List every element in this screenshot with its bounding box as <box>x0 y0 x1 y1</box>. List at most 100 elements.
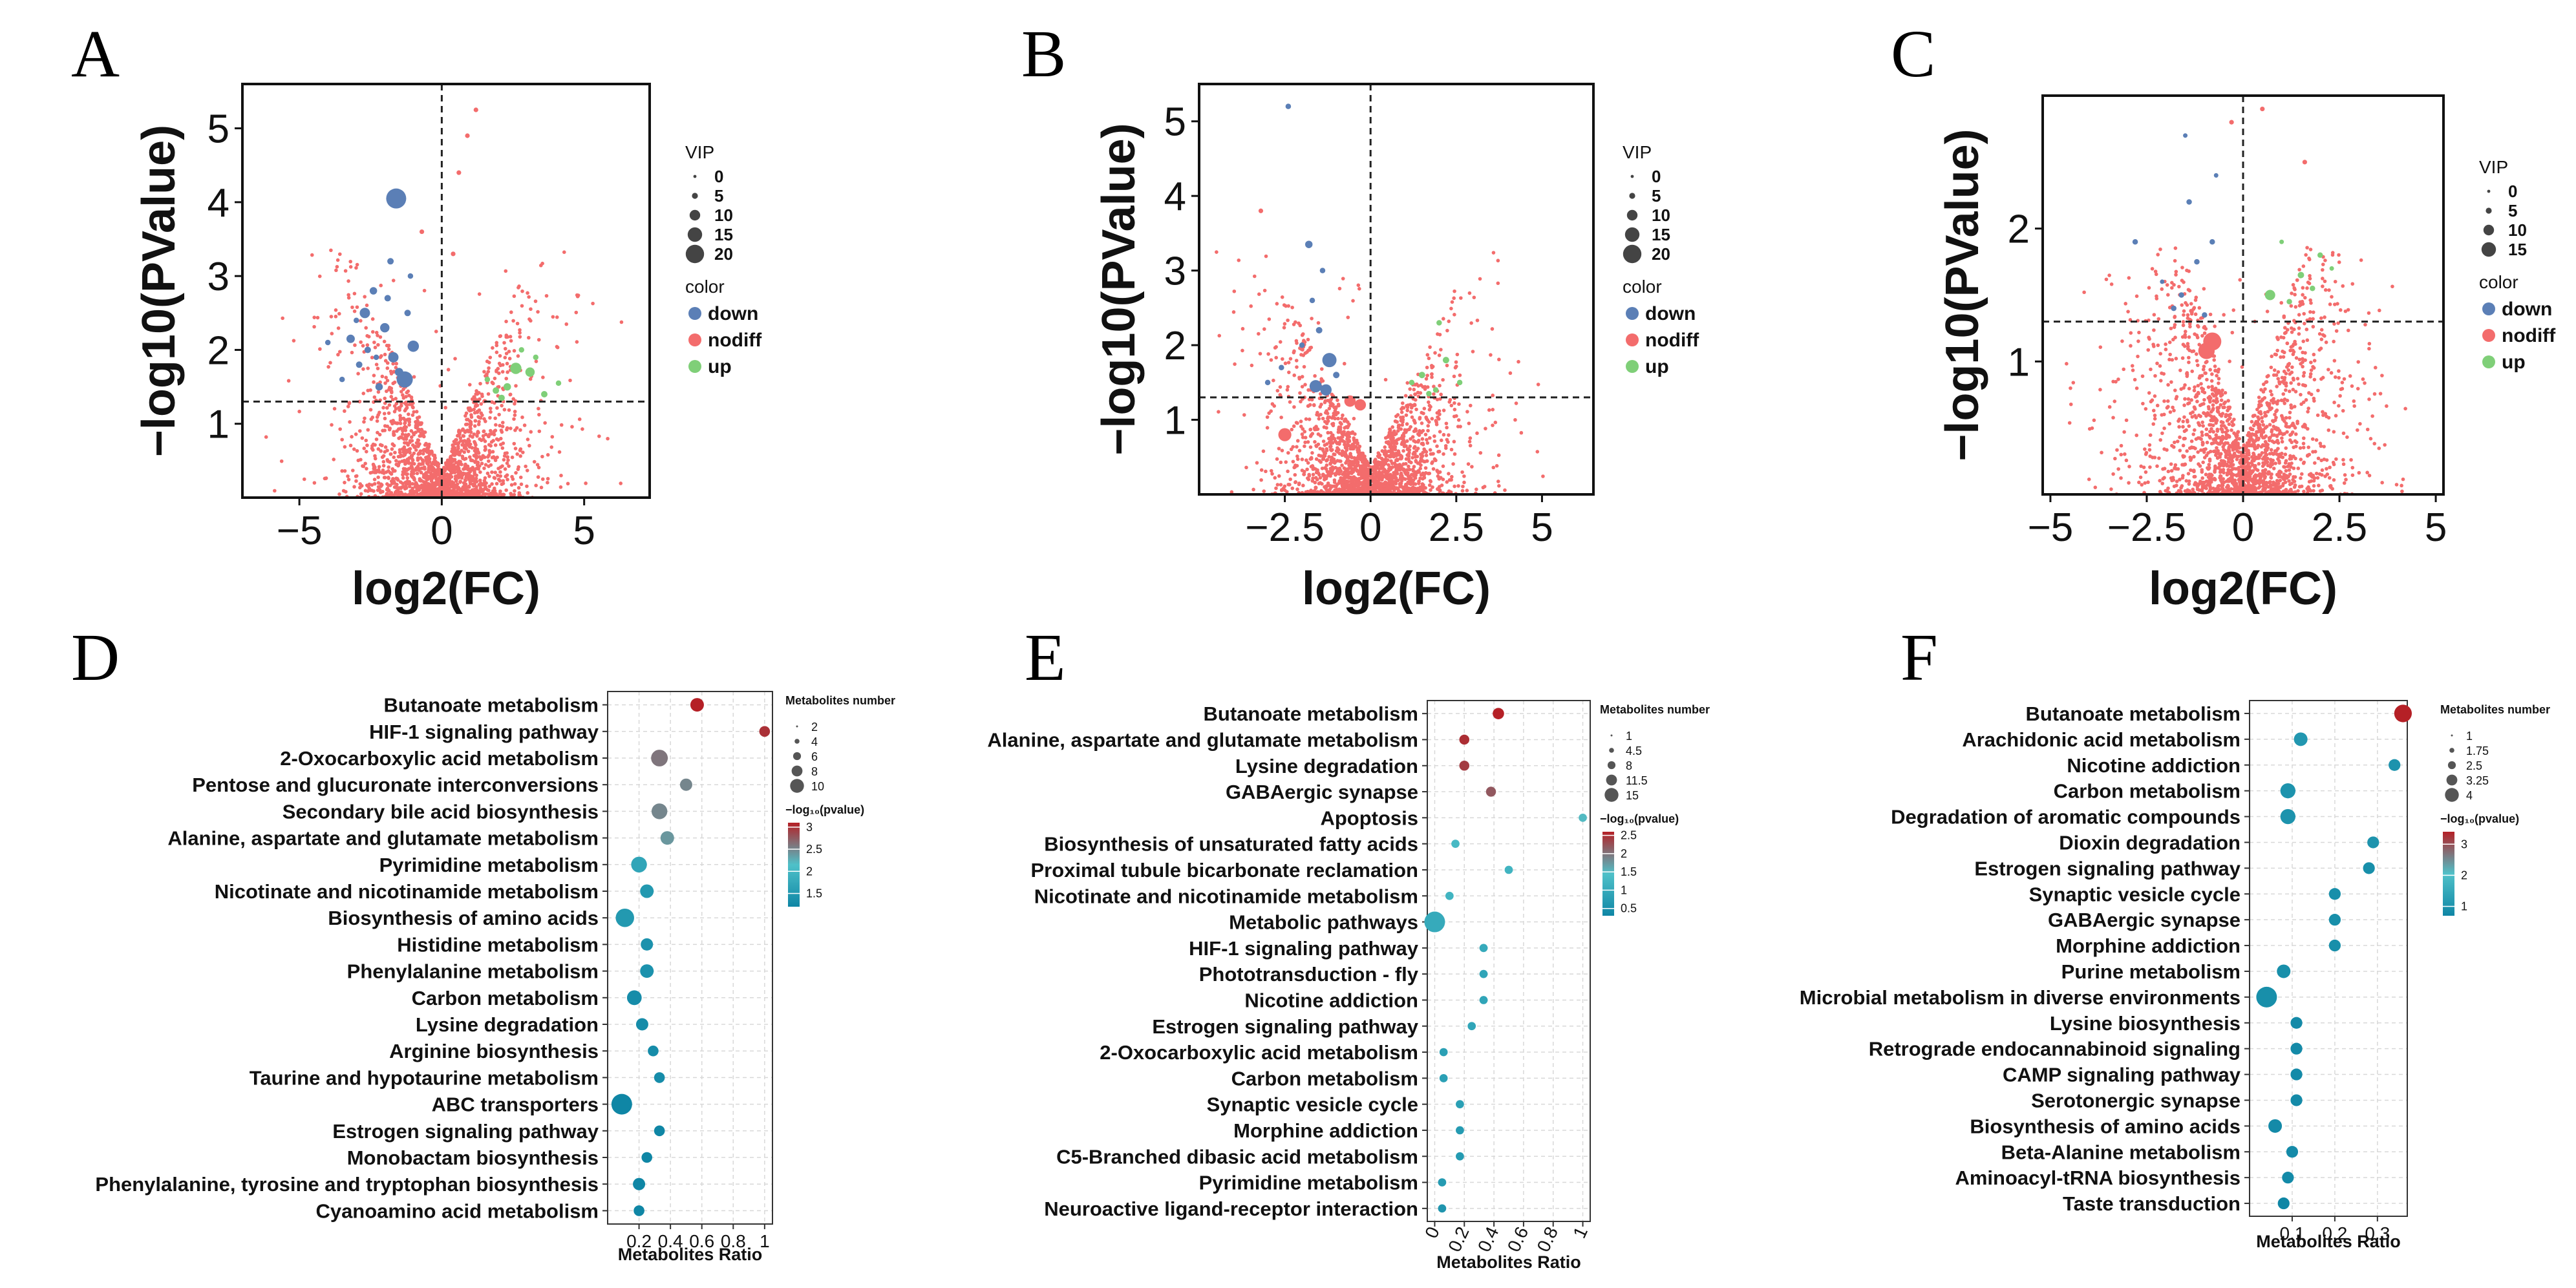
nodiff-point <box>467 470 471 475</box>
nodiff-point <box>1359 458 1363 461</box>
nodiff-point <box>2197 343 2202 347</box>
nodiff-point <box>1428 448 1432 452</box>
nodiff-point <box>1394 439 1398 443</box>
nodiff-point <box>2257 410 2261 414</box>
nodiff-point <box>381 406 385 410</box>
nodiff-point <box>383 396 387 401</box>
y-tick-label: 5 <box>1164 100 1186 145</box>
nodiff-point <box>385 366 390 370</box>
nodiff-point <box>1334 489 1339 493</box>
nodiff-point <box>2314 438 2319 442</box>
nodiff-point <box>1390 425 1395 429</box>
nodiff-point <box>1449 403 1454 408</box>
nodiff-point <box>419 229 425 235</box>
nodiff-point <box>1309 433 1314 437</box>
nodiff-point <box>1357 469 1362 474</box>
nodiff-point <box>407 423 411 427</box>
nodiff-point <box>543 421 547 425</box>
nodiff-point <box>2346 308 2350 312</box>
nodiff-point <box>368 408 373 412</box>
nodiff-point <box>512 294 516 299</box>
nodiff-point <box>1288 400 1292 404</box>
nodiff-point <box>513 413 517 417</box>
nodiff-point <box>1332 452 1336 456</box>
nodiff-point <box>2160 287 2164 291</box>
nodiff-point <box>1535 450 1540 454</box>
nodiff-point <box>1314 476 1318 480</box>
nodiff-point <box>2288 454 2292 458</box>
nodiff-point <box>447 467 451 472</box>
nodiff-point <box>1423 470 1428 475</box>
nodiff-point <box>380 374 385 379</box>
nodiff-point <box>472 476 476 481</box>
nodiff-point <box>1244 465 1248 470</box>
nodiff-point <box>2281 355 2286 359</box>
nodiff-point <box>1484 427 1487 430</box>
down-point <box>387 258 394 265</box>
nodiff-point <box>503 346 507 351</box>
nodiff-point <box>506 478 509 481</box>
nodiff-point <box>1413 397 1418 402</box>
nodiff-point <box>1350 430 1355 434</box>
nodiff-point <box>1325 426 1328 430</box>
nodiff-point <box>372 395 377 399</box>
nodiff-point <box>425 485 429 489</box>
nodiff-point <box>503 467 507 471</box>
down-point <box>1333 372 1340 379</box>
nodiff-point <box>2134 386 2139 390</box>
down-point <box>1299 342 1305 348</box>
legend-up-label: up <box>708 356 732 377</box>
nodiff-point <box>537 406 540 411</box>
x-tick-label: −2.5 <box>1245 505 1324 550</box>
nodiff-point <box>508 335 513 339</box>
nodiff-point <box>2143 447 2147 451</box>
nodiff-point <box>483 476 487 480</box>
nodiff-point <box>456 442 460 447</box>
nodiff-point <box>1280 449 1284 452</box>
nodiff-point <box>465 133 470 138</box>
nodiff-point <box>2284 388 2288 392</box>
nodiff-point <box>2180 335 2185 339</box>
nodiff-point <box>472 395 476 399</box>
nodiff-point <box>1430 365 1434 370</box>
nodiff-point <box>1249 304 1253 308</box>
nodiff-point <box>352 447 356 451</box>
nodiff-point <box>1403 394 1408 398</box>
nodiff-point <box>520 415 524 419</box>
nodiff-point <box>1407 448 1412 452</box>
nodiff-point <box>2198 414 2202 418</box>
nodiff-point <box>1452 374 1456 379</box>
nodiff-point <box>516 486 521 490</box>
nodiff-point <box>474 443 478 447</box>
nodiff-point <box>489 440 494 444</box>
nodiff-point <box>1299 419 1303 423</box>
nodiff-point <box>2150 267 2155 271</box>
nodiff-point <box>281 316 284 321</box>
nodiff-point <box>365 333 369 338</box>
nodiff-point <box>372 374 376 377</box>
nodiff-point <box>446 368 451 372</box>
nodiff-point <box>1355 480 1359 483</box>
nodiff-point <box>507 357 512 361</box>
nodiff-point <box>383 381 387 385</box>
nodiff-point <box>532 459 537 464</box>
nodiff-point <box>526 291 529 295</box>
nodiff-point <box>1428 436 1432 440</box>
nodiff-point <box>1519 430 1524 435</box>
nodiff-point <box>417 462 421 466</box>
y-tick-label: 2 <box>208 328 229 373</box>
nodiff-point <box>508 392 513 397</box>
legend-vip-title: VIP <box>685 142 714 162</box>
nodiff-point <box>1257 332 1261 336</box>
nodiff-point <box>478 455 482 459</box>
nodiff-point <box>366 366 370 370</box>
nodiff-point <box>1453 401 1456 405</box>
nodiff-point <box>1420 482 1425 486</box>
nodiff-point <box>449 474 454 479</box>
nodiff-point <box>383 450 387 454</box>
nodiff-point <box>2308 273 2312 278</box>
nodiff-point <box>2129 331 2133 335</box>
nodiff-point <box>1447 478 1452 482</box>
nodiff-point <box>406 417 410 421</box>
